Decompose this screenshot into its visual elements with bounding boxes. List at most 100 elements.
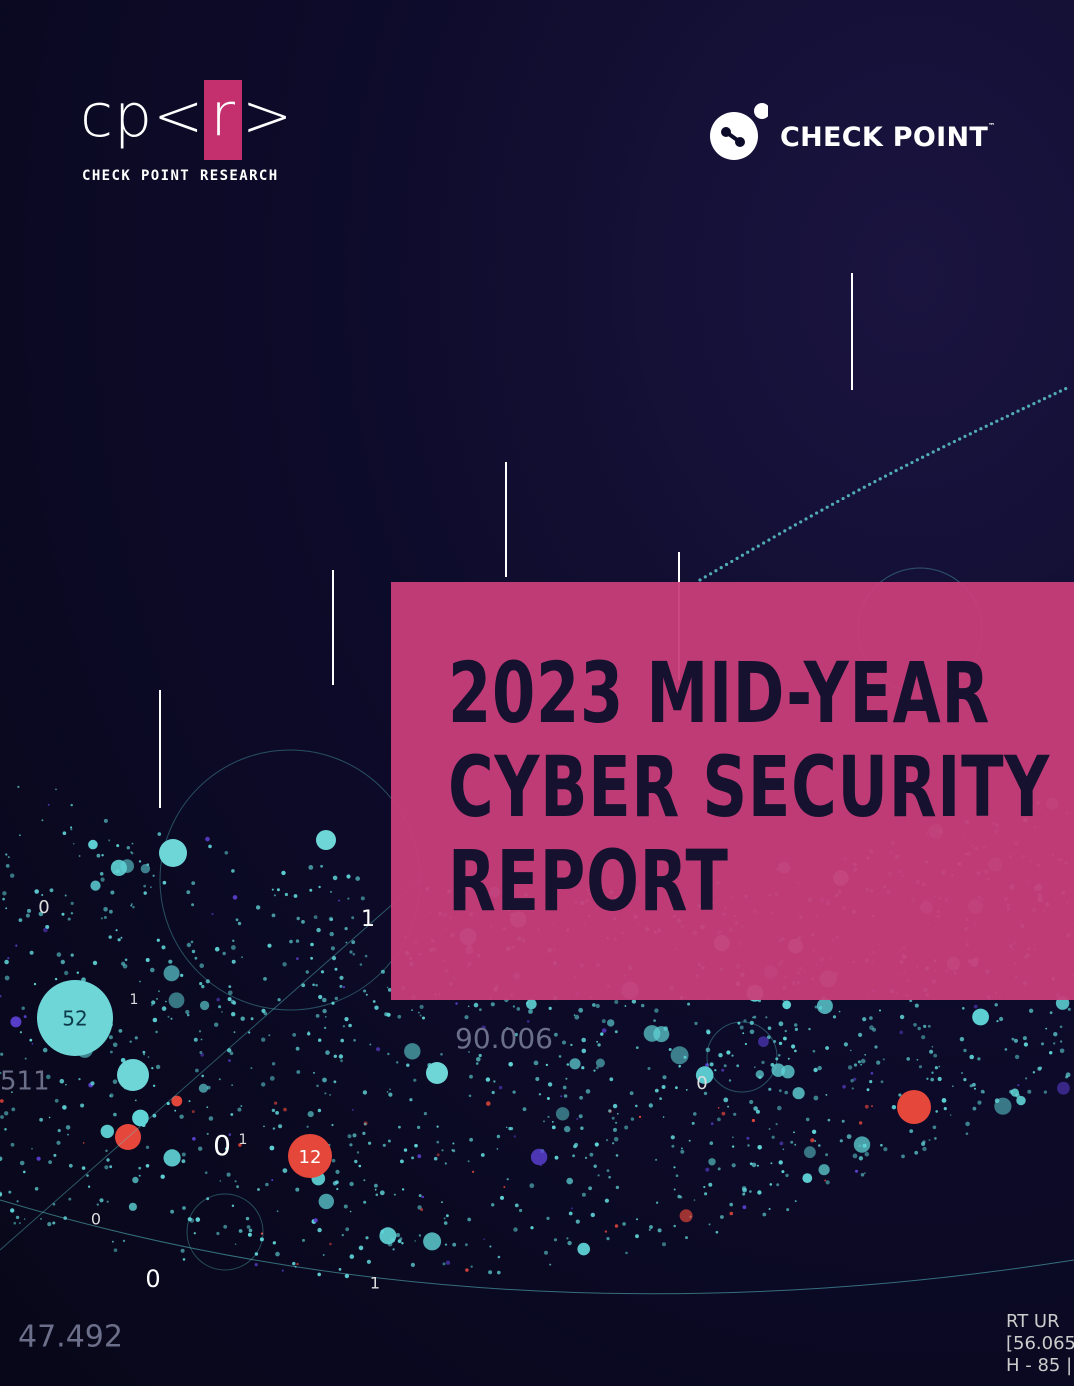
particle bbox=[76, 971, 80, 974]
particle bbox=[419, 1004, 424, 1010]
particle bbox=[328, 916, 334, 922]
particle bbox=[1027, 1089, 1032, 1094]
particle bbox=[152, 1017, 158, 1023]
particle bbox=[965, 1121, 970, 1127]
particle bbox=[227, 997, 232, 1002]
particle bbox=[363, 1122, 367, 1126]
particle bbox=[870, 1072, 874, 1075]
particle bbox=[374, 1005, 379, 1010]
particle bbox=[512, 1005, 516, 1008]
particle bbox=[497, 1255, 501, 1259]
particle bbox=[17, 785, 20, 789]
particle bbox=[757, 1145, 762, 1150]
particle bbox=[747, 1144, 750, 1147]
background-text: H - 85 | bbox=[1006, 1355, 1072, 1376]
particle bbox=[768, 1087, 772, 1091]
particle bbox=[352, 952, 356, 956]
particle bbox=[717, 1167, 721, 1171]
particle bbox=[313, 915, 318, 919]
particle bbox=[596, 1040, 598, 1043]
arc-dot bbox=[1058, 389, 1062, 393]
particle bbox=[729, 1202, 733, 1207]
particle bbox=[604, 1230, 608, 1233]
particle bbox=[295, 1046, 300, 1051]
particle bbox=[433, 1156, 438, 1161]
particle bbox=[52, 1202, 56, 1206]
particle bbox=[560, 1095, 563, 1098]
particle bbox=[324, 1092, 327, 1095]
particle bbox=[751, 1118, 756, 1123]
particle bbox=[733, 1112, 737, 1116]
particle bbox=[551, 1121, 554, 1123]
particle bbox=[86, 1174, 89, 1177]
brand-name: CHECK POINT™ bbox=[780, 122, 995, 153]
arc-dot bbox=[1000, 417, 1004, 421]
particle bbox=[228, 1059, 231, 1062]
logo-mark: cp< r > bbox=[80, 72, 293, 160]
particle bbox=[564, 1125, 571, 1133]
particle bbox=[485, 1077, 491, 1082]
particle bbox=[418, 1234, 422, 1237]
particle bbox=[317, 1272, 322, 1277]
particle bbox=[156, 997, 158, 1000]
particle bbox=[648, 1228, 651, 1231]
particle bbox=[275, 1251, 280, 1257]
particle bbox=[254, 1252, 259, 1256]
particle bbox=[362, 1090, 368, 1095]
particle bbox=[70, 826, 73, 829]
particle bbox=[853, 1136, 871, 1153]
arc-dot bbox=[1042, 397, 1047, 401]
particle bbox=[404, 1043, 421, 1060]
particle bbox=[465, 1268, 469, 1272]
particle bbox=[611, 1116, 615, 1120]
particle bbox=[317, 1227, 322, 1233]
particle bbox=[937, 1076, 942, 1082]
particle bbox=[19, 1031, 22, 1034]
particle bbox=[170, 1209, 175, 1214]
particle bbox=[749, 1099, 754, 1105]
particle bbox=[994, 1003, 998, 1007]
particle bbox=[145, 1164, 150, 1168]
particle bbox=[317, 1108, 322, 1113]
particle bbox=[655, 1201, 659, 1204]
particle bbox=[351, 916, 355, 920]
particle bbox=[444, 1243, 448, 1246]
particle bbox=[528, 1009, 533, 1014]
particle bbox=[810, 1138, 815, 1143]
particle bbox=[423, 1232, 442, 1251]
arc-dot bbox=[836, 499, 840, 504]
particle bbox=[65, 1125, 71, 1130]
particle bbox=[743, 1188, 746, 1190]
background-text: 1 bbox=[361, 907, 375, 932]
particle bbox=[419, 1014, 422, 1017]
particle bbox=[237, 1107, 242, 1112]
particle bbox=[78, 1078, 81, 1081]
particle bbox=[112, 1042, 118, 1048]
arc-dot bbox=[883, 474, 888, 478]
particle bbox=[277, 998, 281, 1002]
particle bbox=[235, 918, 239, 922]
particle bbox=[397, 1014, 402, 1019]
particle bbox=[157, 832, 162, 836]
particle bbox=[335, 1169, 340, 1174]
particle bbox=[117, 938, 121, 942]
particle bbox=[860, 1173, 865, 1177]
arc-dot bbox=[889, 471, 893, 475]
particle bbox=[839, 1139, 843, 1143]
particle bbox=[201, 1074, 204, 1078]
particle bbox=[468, 1094, 472, 1098]
particle bbox=[794, 1200, 797, 1203]
particle bbox=[850, 1079, 854, 1083]
particle bbox=[914, 1150, 919, 1155]
particle bbox=[344, 1017, 349, 1022]
particle bbox=[201, 984, 205, 989]
background-text: 1 bbox=[239, 1132, 248, 1148]
particle bbox=[685, 1089, 688, 1091]
particle bbox=[110, 1050, 113, 1054]
particle bbox=[131, 852, 134, 855]
particle bbox=[852, 1153, 858, 1159]
particle bbox=[475, 1062, 479, 1065]
particle bbox=[714, 1069, 717, 1072]
particle bbox=[794, 1023, 798, 1027]
particle bbox=[208, 1116, 214, 1121]
